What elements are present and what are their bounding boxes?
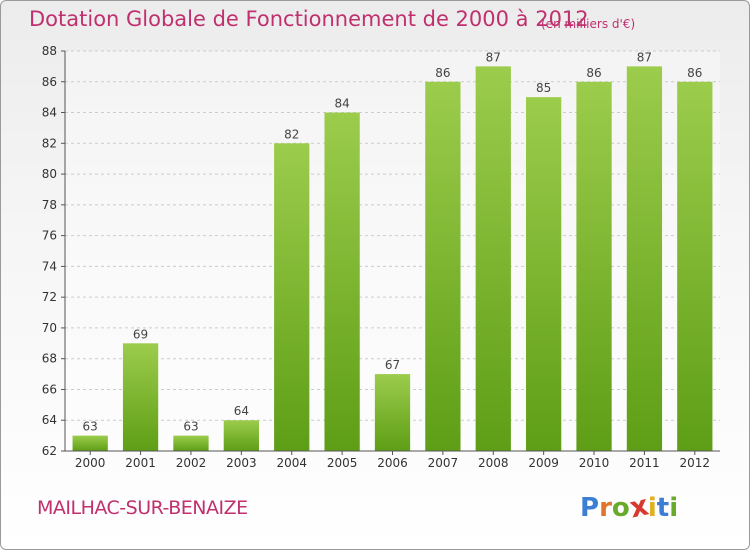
data-label-2004: 82 xyxy=(284,127,299,141)
bar-2005 xyxy=(324,112,360,452)
bar-2003 xyxy=(223,420,259,451)
logo-letter: P xyxy=(580,493,600,523)
logo-letter: r xyxy=(599,493,612,523)
logo-letter: t xyxy=(656,493,670,523)
proxiti-logo[interactable]: Proxiti xyxy=(580,488,679,524)
data-label-2006: 67 xyxy=(385,358,400,372)
data-label-2000: 63 xyxy=(83,420,98,434)
bar-2008 xyxy=(475,66,511,451)
bar-2000 xyxy=(72,435,108,451)
logo-letter: i xyxy=(647,493,657,523)
bar-2012 xyxy=(677,81,713,452)
y-tick-label: 78 xyxy=(42,198,57,212)
data-label-2001: 69 xyxy=(133,327,148,341)
bar-2009 xyxy=(526,97,562,452)
chart-subtitle: (en milliers d'€) xyxy=(541,17,636,31)
bar-2001 xyxy=(122,343,159,451)
data-label-2002: 63 xyxy=(183,420,198,434)
y-tick-label: 62 xyxy=(42,444,57,458)
x-tick-label: 2005 xyxy=(327,456,358,470)
bar-2010 xyxy=(576,81,612,452)
bar-2011 xyxy=(626,66,663,451)
x-tick-label: 2001 xyxy=(125,456,156,470)
logo-letter: o xyxy=(611,493,630,523)
y-tick-label: 80 xyxy=(42,167,57,181)
y-tick-label: 70 xyxy=(42,321,57,335)
x-tick-label: 2012 xyxy=(680,456,711,470)
bar-2007 xyxy=(425,81,461,452)
x-tick-label: 2004 xyxy=(276,456,307,470)
chart-title: Dotation Globale de Fonctionnement de 20… xyxy=(29,7,589,31)
bar-2004 xyxy=(274,143,310,452)
data-label-2007: 86 xyxy=(435,66,450,80)
data-label-2010: 86 xyxy=(586,66,601,80)
x-tick-label: 2008 xyxy=(478,456,509,470)
logo-letter: i xyxy=(669,493,679,523)
x-tick-label: 2003 xyxy=(226,456,257,470)
y-tick-label: 88 xyxy=(42,44,57,58)
x-tick-label: 2011 xyxy=(629,456,660,470)
y-tick-label: 66 xyxy=(42,382,57,396)
y-tick-label: 76 xyxy=(42,229,57,243)
data-label-2009: 85 xyxy=(536,81,551,95)
data-label-2012: 86 xyxy=(687,66,702,80)
x-tick-label: 2007 xyxy=(428,456,459,470)
y-tick-label: 64 xyxy=(42,413,57,427)
x-tick-label: 2006 xyxy=(377,456,408,470)
y-tick-label: 68 xyxy=(42,352,57,366)
commune-name: MAILHAC-SUR-BENAIZE xyxy=(37,497,248,519)
bar-2006 xyxy=(374,374,411,451)
x-tick-label: 2010 xyxy=(579,456,610,470)
y-tick-label: 72 xyxy=(42,290,57,304)
y-tick-label: 82 xyxy=(42,136,57,150)
x-tick-label: 2002 xyxy=(176,456,207,470)
x-tick-label: 2000 xyxy=(75,456,106,470)
data-label-2011: 87 xyxy=(637,50,652,64)
y-tick-label: 86 xyxy=(42,75,57,89)
data-label-2005: 84 xyxy=(334,97,349,111)
data-label-2003: 64 xyxy=(234,404,249,418)
bar-2002 xyxy=(173,435,209,451)
y-tick-label: 84 xyxy=(42,106,57,120)
data-label-2008: 87 xyxy=(486,50,501,64)
x-tick-label: 2009 xyxy=(528,456,559,470)
y-tick-label: 74 xyxy=(42,259,57,273)
